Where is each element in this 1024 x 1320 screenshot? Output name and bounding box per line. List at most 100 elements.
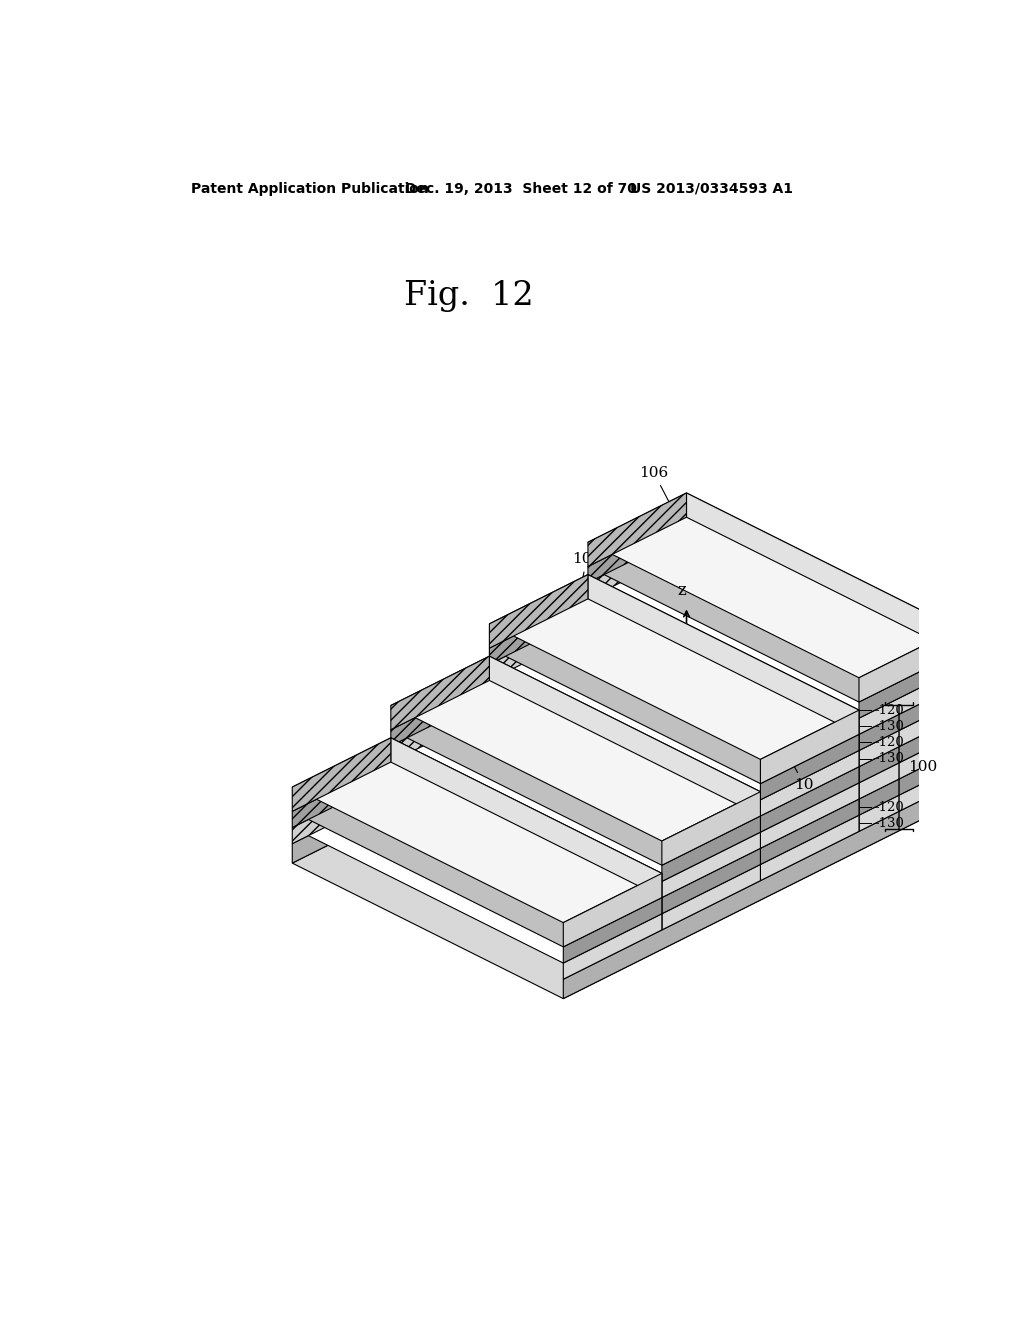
Polygon shape	[588, 492, 686, 566]
Text: 106: 106	[571, 553, 601, 595]
Polygon shape	[292, 647, 686, 863]
Polygon shape	[391, 697, 489, 762]
Polygon shape	[563, 874, 662, 946]
Polygon shape	[686, 549, 957, 701]
Polygon shape	[859, 628, 957, 702]
Polygon shape	[588, 533, 957, 718]
Polygon shape	[588, 582, 957, 767]
Polygon shape	[292, 762, 662, 946]
Polygon shape	[391, 713, 489, 779]
Polygon shape	[859, 669, 957, 734]
Polygon shape	[588, 631, 957, 816]
Polygon shape	[686, 582, 957, 734]
Polygon shape	[588, 533, 686, 599]
Polygon shape	[761, 751, 859, 816]
Polygon shape	[662, 816, 761, 882]
Polygon shape	[859, 734, 957, 799]
Polygon shape	[391, 681, 489, 746]
Polygon shape	[588, 680, 859, 832]
Polygon shape	[588, 614, 686, 680]
Polygon shape	[292, 762, 391, 828]
Polygon shape	[489, 631, 859, 816]
Text: 10: 10	[784, 748, 814, 792]
Text: 120: 120	[506, 726, 555, 752]
Polygon shape	[489, 713, 761, 865]
Polygon shape	[859, 701, 957, 767]
Text: Fig.  12: Fig. 12	[403, 280, 534, 312]
Polygon shape	[489, 656, 761, 816]
Polygon shape	[489, 599, 859, 784]
Polygon shape	[662, 849, 761, 913]
Polygon shape	[859, 653, 957, 718]
Polygon shape	[563, 781, 957, 999]
Polygon shape	[489, 631, 588, 697]
Polygon shape	[686, 614, 957, 766]
Polygon shape	[662, 832, 761, 898]
Text: 106: 106	[640, 466, 676, 515]
Polygon shape	[588, 549, 957, 734]
Text: –120: –120	[872, 737, 904, 748]
Polygon shape	[588, 517, 686, 582]
Text: Dec. 19, 2013  Sheet 12 of 70: Dec. 19, 2013 Sheet 12 of 70	[404, 182, 637, 195]
Polygon shape	[489, 697, 761, 849]
Polygon shape	[686, 647, 957, 801]
Polygon shape	[563, 898, 662, 964]
Polygon shape	[859, 750, 957, 816]
Polygon shape	[761, 767, 859, 832]
Polygon shape	[686, 631, 957, 781]
Polygon shape	[686, 517, 957, 669]
Polygon shape	[859, 718, 957, 783]
Polygon shape	[489, 599, 588, 664]
Polygon shape	[292, 738, 662, 923]
Polygon shape	[292, 779, 662, 964]
Polygon shape	[588, 598, 686, 664]
Polygon shape	[489, 615, 859, 800]
Polygon shape	[588, 631, 859, 783]
Text: x: x	[738, 680, 748, 697]
Polygon shape	[489, 647, 588, 713]
Polygon shape	[686, 492, 957, 653]
Polygon shape	[391, 656, 761, 841]
Polygon shape	[662, 792, 761, 866]
Polygon shape	[588, 615, 859, 767]
Polygon shape	[761, 734, 859, 800]
Text: 106: 106	[385, 733, 435, 760]
Polygon shape	[588, 517, 957, 702]
Polygon shape	[588, 549, 686, 615]
Polygon shape	[588, 582, 686, 647]
Polygon shape	[391, 779, 662, 929]
Polygon shape	[489, 681, 761, 832]
Polygon shape	[588, 492, 957, 677]
Polygon shape	[391, 713, 761, 898]
Text: 106: 106	[482, 642, 518, 678]
Polygon shape	[489, 615, 588, 681]
Polygon shape	[686, 566, 957, 718]
Polygon shape	[588, 599, 859, 751]
Text: 120: 120	[603, 638, 635, 671]
Polygon shape	[489, 729, 761, 880]
Text: US 2013/0334593 A1: US 2013/0334593 A1	[630, 182, 793, 195]
Polygon shape	[588, 647, 859, 799]
Polygon shape	[292, 738, 391, 812]
Polygon shape	[761, 783, 859, 849]
Polygon shape	[588, 566, 686, 631]
Text: –130: –130	[872, 719, 904, 733]
Polygon shape	[489, 574, 859, 759]
Text: –120: –120	[872, 801, 904, 813]
Polygon shape	[391, 656, 489, 730]
Polygon shape	[859, 766, 957, 832]
Polygon shape	[761, 799, 859, 865]
Polygon shape	[588, 664, 859, 816]
Polygon shape	[662, 865, 761, 929]
Polygon shape	[686, 533, 957, 685]
Text: Patent Application Publication: Patent Application Publication	[190, 182, 428, 195]
Polygon shape	[391, 681, 761, 866]
Polygon shape	[588, 566, 957, 751]
Text: –130: –130	[872, 752, 904, 766]
Polygon shape	[391, 729, 489, 795]
Polygon shape	[489, 664, 588, 729]
Polygon shape	[292, 779, 391, 843]
Polygon shape	[588, 598, 957, 783]
Text: –120: –120	[872, 704, 904, 717]
Polygon shape	[588, 614, 957, 799]
